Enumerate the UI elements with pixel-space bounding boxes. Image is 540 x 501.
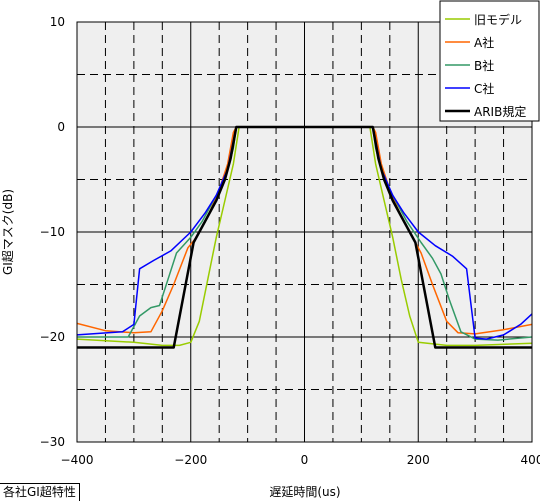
x-tick-label: 400 <box>521 453 540 467</box>
y-tick-label: 10 <box>50 15 65 29</box>
series-line-4 <box>77 125 532 349</box>
y-tick-label: −10 <box>40 225 65 239</box>
legend-label: A社 <box>474 35 494 50</box>
y-tick-labels: 10 0 −10 −20 −30 <box>40 15 65 449</box>
y-tick-label: −20 <box>40 330 65 344</box>
y-tick-label: −30 <box>40 435 65 449</box>
x-tick-label: 200 <box>407 453 430 467</box>
x-tick-labels: −400 −200 0 200 400 <box>61 453 540 467</box>
x-tick-label: 0 <box>301 453 309 467</box>
y-tick-label: 0 <box>57 120 65 134</box>
legend-label: B社 <box>474 58 494 73</box>
series-lines <box>76 125 533 349</box>
x-axis-title: 遅延時間(us) <box>269 485 340 499</box>
legend-box <box>439 0 540 122</box>
legend-label: 旧モデル <box>474 12 522 27</box>
x-tick-label: −200 <box>174 453 207 467</box>
y-axis-title: GI超マスク(dB) <box>0 189 15 275</box>
legend: 旧モデル A社 B社 C社 ARIB規定 <box>439 0 540 122</box>
plot-frame <box>76 21 533 443</box>
legend-label: C社 <box>474 81 494 96</box>
legend-label: ARIB規定 <box>474 104 526 119</box>
x-tick-label: −400 <box>61 453 94 467</box>
chart-caption: 各社GI超特性 <box>0 483 80 501</box>
